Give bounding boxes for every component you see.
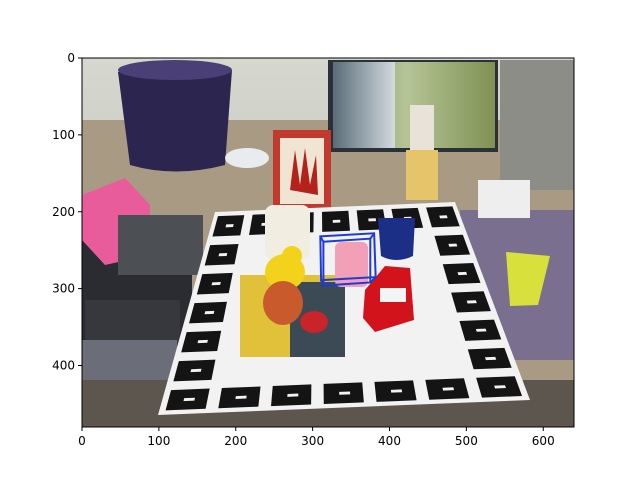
photo bbox=[82, 58, 574, 427]
x-tick-label: 0 bbox=[78, 434, 86, 448]
fiducial-marker-inner bbox=[235, 395, 247, 399]
x-tick-label: 100 bbox=[147, 434, 170, 448]
fiducial-marker-inner bbox=[475, 328, 487, 332]
fiducial-marker-inner bbox=[287, 393, 299, 397]
x-tick-label: 300 bbox=[301, 434, 324, 448]
overlay-box-edge bbox=[319, 235, 325, 243]
fiducial-marker-inner bbox=[211, 281, 221, 286]
fiducial-marker-inner bbox=[448, 243, 458, 247]
fiducial-marker-inner bbox=[466, 300, 477, 304]
overlay-box-edge bbox=[320, 279, 325, 286]
y-tick-label: 400 bbox=[52, 359, 75, 373]
fiducial-marker-inner bbox=[457, 271, 468, 276]
x-axis: 0 100 200 300 400 500 600 bbox=[78, 427, 555, 448]
y-tick-label: 0 bbox=[67, 51, 75, 65]
fiducial-marker-inner bbox=[439, 215, 448, 219]
fiducial-marker-inner bbox=[183, 397, 196, 402]
fiducial-marker-inner bbox=[484, 356, 497, 361]
fiducial-marker-inner bbox=[390, 389, 403, 393]
overlay-box-edge bbox=[369, 276, 377, 284]
fiducial-marker-inner bbox=[190, 368, 202, 373]
fiducial-marker-inner bbox=[442, 387, 455, 391]
fiducial-marker-inner bbox=[218, 253, 228, 257]
fiducial-marker-inner bbox=[368, 218, 377, 222]
y-tick-label: 300 bbox=[52, 282, 75, 296]
x-tick-label: 400 bbox=[378, 434, 401, 448]
y-tick-label: 200 bbox=[52, 205, 75, 219]
x-tick-label: 600 bbox=[532, 434, 555, 448]
fiducial-marker-inner bbox=[332, 219, 341, 223]
x-tick-label: 500 bbox=[455, 434, 478, 448]
axes-frame bbox=[81, 57, 575, 428]
fiducial-marker-inner bbox=[494, 385, 506, 389]
y-axis: 0 100 200 300 400 bbox=[52, 51, 82, 373]
fiducial-marker-inner bbox=[339, 391, 351, 395]
fiducial-marker-inner bbox=[197, 339, 208, 344]
overlay-box-edge bbox=[369, 232, 375, 240]
overlay-box bbox=[319, 232, 377, 287]
fiducial-marker-inner bbox=[204, 310, 215, 315]
fiducial-marker-inner bbox=[225, 224, 234, 228]
x-tick-label: 200 bbox=[224, 434, 247, 448]
y-tick-label: 100 bbox=[52, 128, 75, 142]
